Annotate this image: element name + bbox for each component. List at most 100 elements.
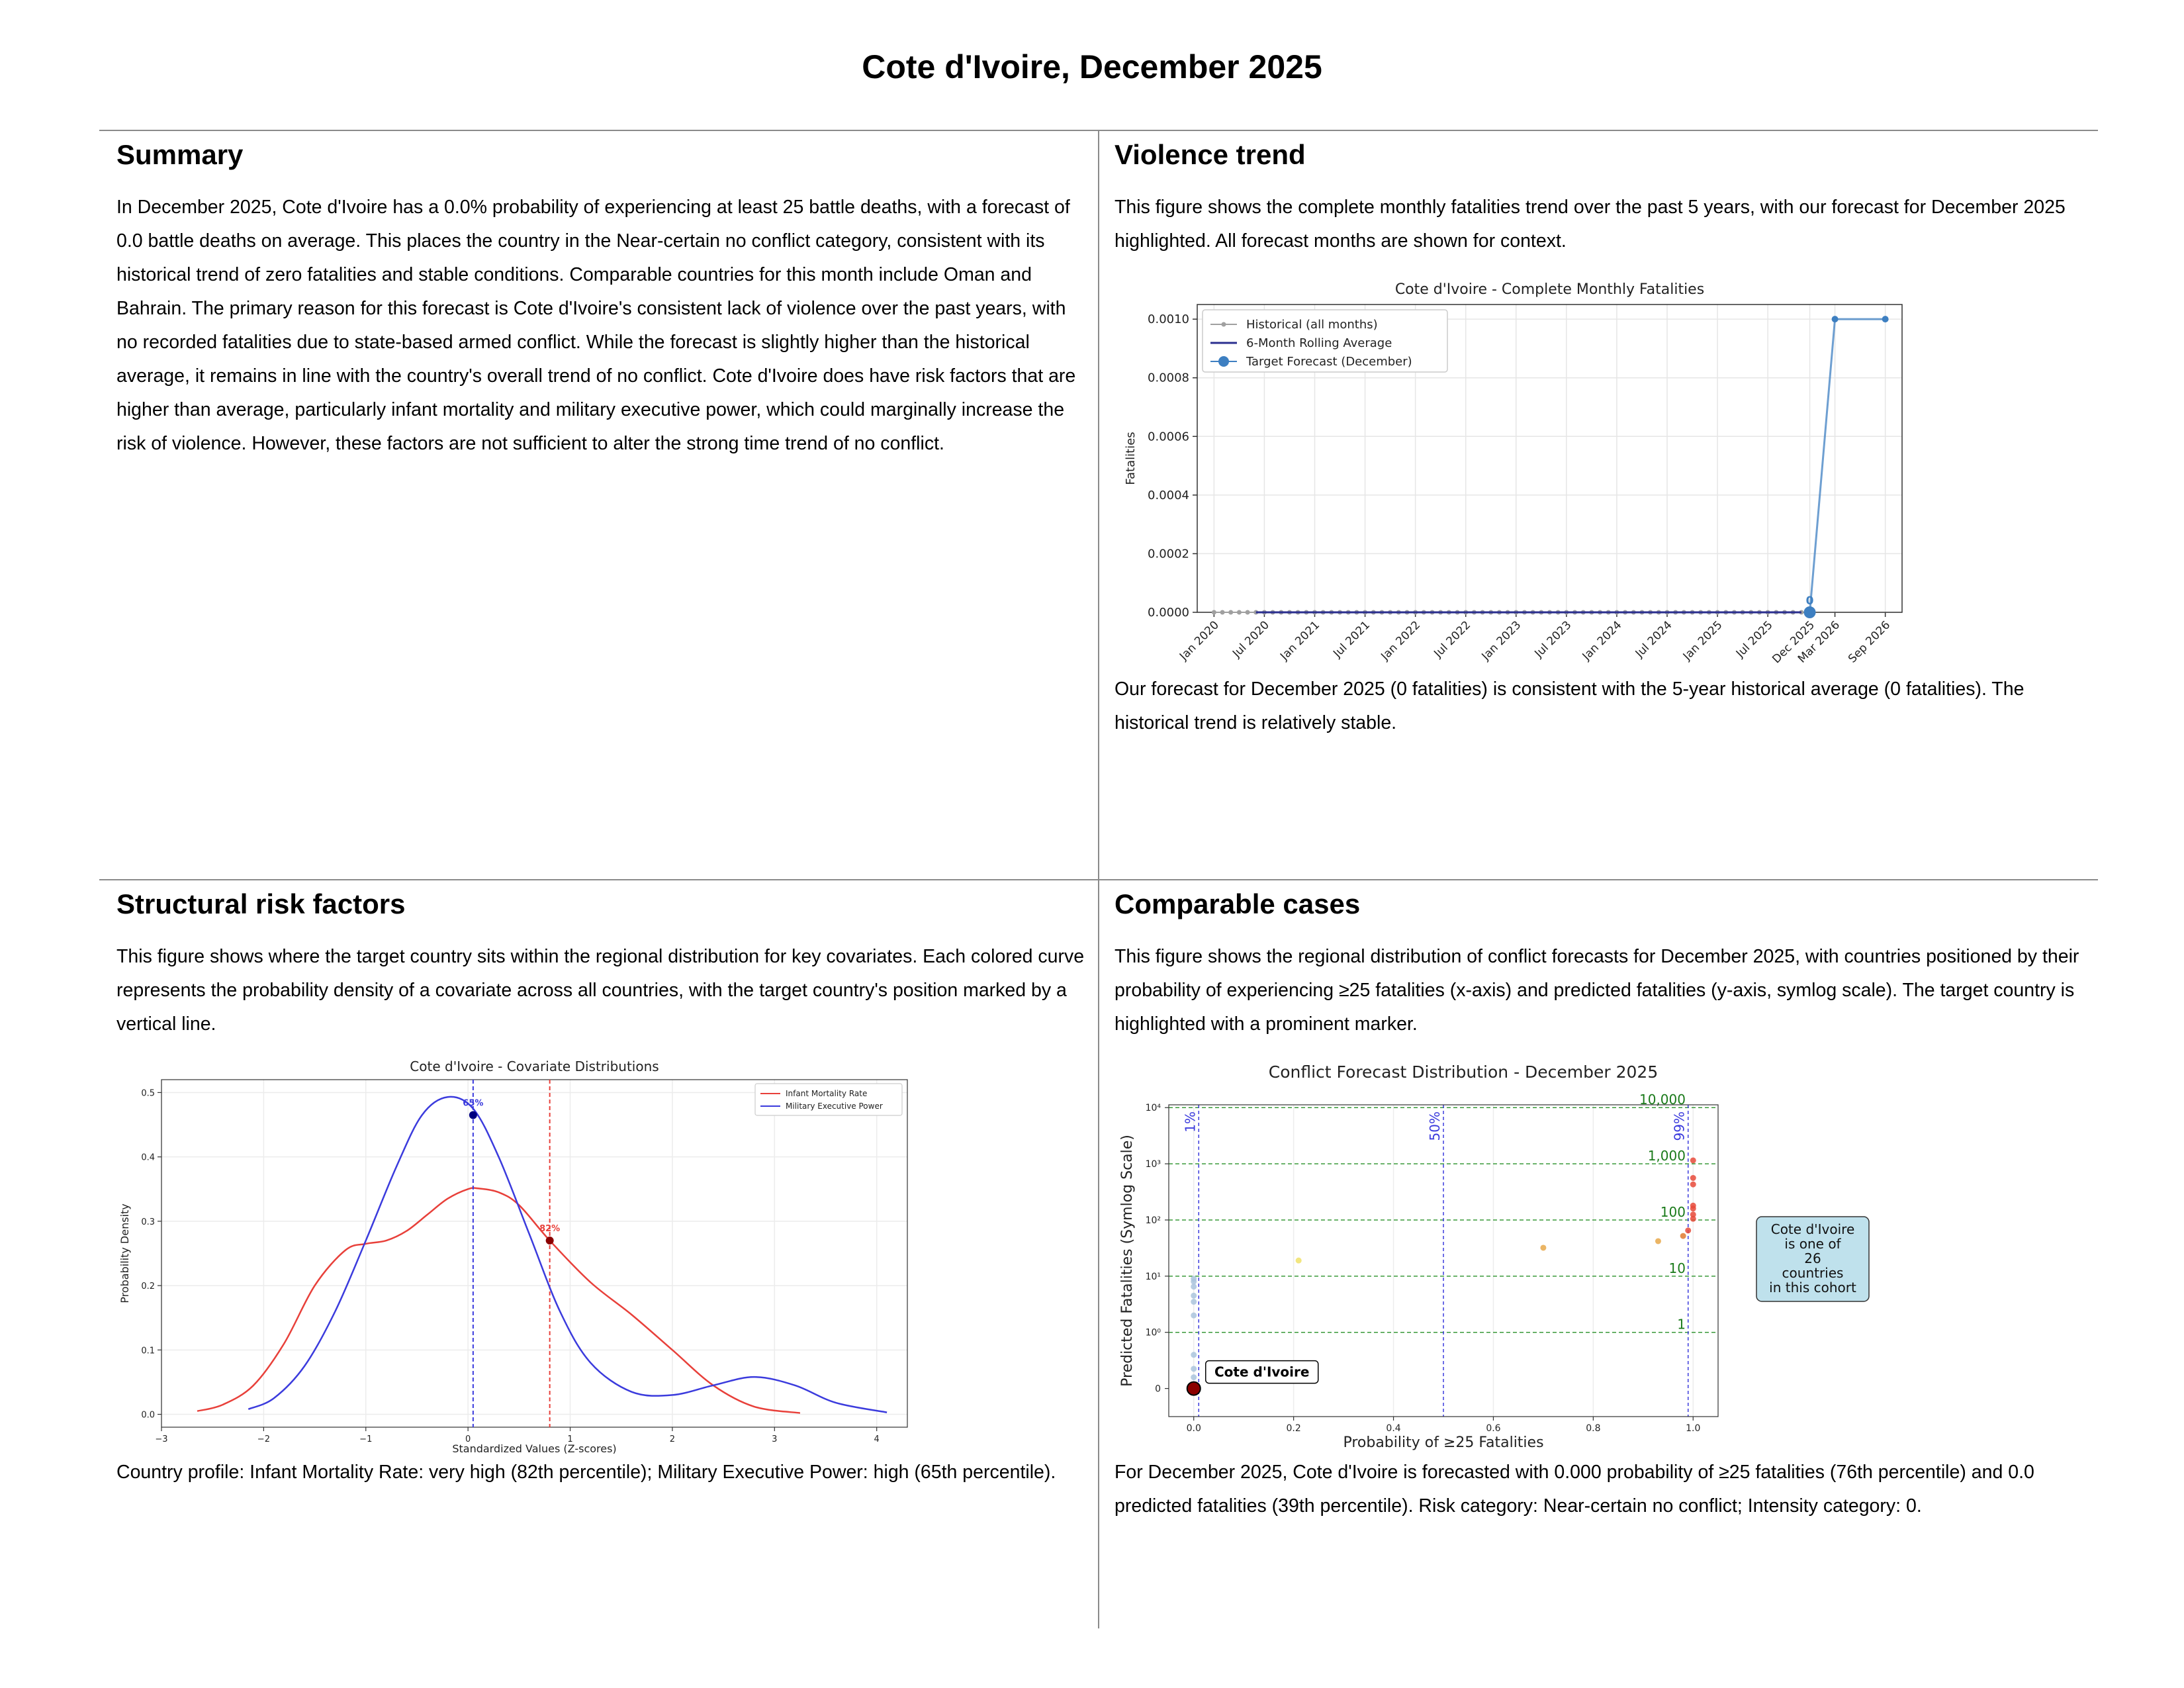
x-tick-label: 4 (874, 1434, 880, 1444)
x-tick-label: 3 (772, 1434, 777, 1444)
x-tick-label: −2 (257, 1434, 270, 1444)
legend-marker (1218, 356, 1229, 367)
violence-caption: Our forecast for December 2025 (0 fatali… (1115, 679, 2025, 733)
x-tick-label: Jan 2020 (1177, 618, 1222, 663)
threshold-label: 10,000 (1639, 1092, 1686, 1107)
x-tick-label: 0.0 (1187, 1423, 1201, 1434)
y-axis-label: Probability Density (118, 1203, 131, 1303)
country-point (1690, 1174, 1696, 1181)
legend-label: Target Forecast (December) (1246, 355, 1412, 369)
target-label-box (1205, 1360, 1319, 1384)
page-title: Cote d'Ivoire, December 2025 (862, 48, 1322, 85)
x-tick-label: Sep 2026 (1846, 618, 1893, 665)
covariate-density-chart: Cote d'Ivoire - Covariate Distributions −… (116, 1056, 931, 1455)
x-tick-label: 2 (670, 1434, 675, 1444)
x-tick-label: 0.6 (1486, 1423, 1500, 1434)
y-tick-label: 0.0008 (1148, 371, 1189, 385)
x-tick-label: 0.8 (1586, 1423, 1600, 1434)
x-tick-label: Jan 2025 (1680, 618, 1725, 663)
y-tick-label: 10¹ (1146, 1272, 1161, 1282)
chart-title: Cote d'Ivoire - Complete Monthly Fatalit… (1395, 281, 1704, 298)
x-tick-label: −3 (155, 1434, 167, 1444)
x-tick-label: Jan 2024 (1580, 618, 1625, 663)
x-axis-label: Probability of ≥25 Fatalities (1343, 1434, 1543, 1451)
fatalities-line-chart: Cote d'Ivoire - Complete Monthly Fatalit… (1115, 278, 1922, 669)
structural-panel: Structural risk factors This figure show… (116, 888, 1089, 1041)
legend-label: 6-Month Rolling Average (1246, 336, 1392, 350)
y-axis-label: Predicted Fatalities (Symlog Scale) (1119, 1135, 1136, 1387)
historical-point (1245, 610, 1250, 615)
legend-box (1202, 309, 1448, 373)
country-point (1191, 1312, 1197, 1319)
comparable-caption: For December 2025, Cote d'Ivoire is fore… (1115, 1462, 2034, 1517)
x-axis-label: Standardized Values (Z-scores) (452, 1442, 616, 1454)
y-tick-label: 0.0002 (1148, 547, 1189, 561)
x-tick-label: 0.2 (1287, 1423, 1301, 1434)
legend-label: Historical (all months) (1246, 318, 1378, 332)
percentile-label: 50% (1427, 1111, 1443, 1141)
x-tick-label: Jul 2022 (1431, 618, 1473, 661)
x-tick-label: 0.4 (1386, 1423, 1400, 1434)
y-tick-label: 0.1 (141, 1346, 155, 1356)
x-tick-label: Jul 2020 (1230, 618, 1272, 661)
forecast-annotation: 0 (1806, 594, 1814, 608)
historical-point (1220, 610, 1225, 615)
legend-marker (1221, 322, 1226, 327)
x-tick-label: Jul 2024 (1633, 618, 1675, 661)
y-tick-label: 10⁴ (1146, 1103, 1161, 1113)
country-point (1191, 1366, 1197, 1372)
covariate-chart-svg: Cote d'Ivoire - Covariate Distributions −… (118, 1058, 908, 1455)
country-point (1690, 1181, 1696, 1188)
cohort-note-line: is one of (1784, 1236, 1841, 1252)
y-tick-label: 10⁰ (1146, 1328, 1161, 1338)
percentile-label: 1% (1182, 1111, 1198, 1133)
summary-panel: Summary In December 2025, Cote d'Ivoire … (116, 139, 1089, 461)
threshold-label: 1 (1677, 1317, 1686, 1333)
country-point (1655, 1238, 1661, 1244)
scatter-chart-svg: Conflict Forecast Distribution - Decembe… (1119, 1062, 1870, 1451)
y-axis-label: Fatalities (1124, 432, 1138, 485)
percentile-label: 65% (463, 1098, 483, 1108)
threshold-label: 100 (1661, 1204, 1686, 1220)
target-country-point (1186, 1381, 1201, 1396)
y-tick-label: 10³ (1146, 1159, 1161, 1170)
target-label: Cote d'Ivoire (1214, 1364, 1309, 1380)
military-power-curve (248, 1096, 887, 1413)
y-tick-label: 0 (1155, 1384, 1161, 1395)
country-point (1690, 1215, 1696, 1222)
country-point (1191, 1374, 1197, 1381)
violence-panel: Violence trend This figure shows the com… (1115, 139, 2087, 258)
country-point (1191, 1284, 1197, 1290)
violence-heading: Violence trend (1115, 139, 1306, 170)
structural-caption: Country profile: Infant Mortality Rate: … (116, 1462, 1056, 1483)
x-tick-label: Jul 2025 (1733, 618, 1776, 661)
threshold-label: 10 (1669, 1260, 1686, 1276)
x-tick-label: Jan 2022 (1378, 618, 1423, 663)
target-position-marker (545, 1237, 554, 1245)
country-point (1295, 1257, 1302, 1264)
comparable-caption-block: For December 2025, Cote d'Ivoire is fore… (1115, 1456, 2087, 1523)
forecast-point (1882, 316, 1889, 323)
country-point (1690, 1202, 1696, 1209)
divider-vertical (1098, 130, 1099, 1628)
country-point (1680, 1233, 1686, 1239)
percentile-label: 82% (539, 1224, 560, 1234)
comparable-intro: This figure shows the regional distribut… (1115, 946, 2079, 1035)
structural-intro: This figure shows where the target count… (116, 946, 1085, 1035)
cohort-note-box (1756, 1216, 1870, 1302)
threshold-label: 1,000 (1648, 1148, 1686, 1164)
country-point (1690, 1157, 1696, 1164)
country-point (1540, 1244, 1547, 1251)
x-tick-label: −1 (359, 1434, 372, 1444)
historical-point (1228, 610, 1234, 615)
y-tick-label: 0.0006 (1148, 430, 1189, 444)
country-point (1191, 1299, 1197, 1305)
y-tick-label: 0.5 (141, 1088, 155, 1098)
target-forecast-point (1803, 606, 1816, 618)
country-point (1685, 1227, 1692, 1234)
x-tick-label: 1 (567, 1434, 572, 1444)
x-tick-label: Jul 2021 (1330, 618, 1373, 661)
country-point (1191, 1352, 1197, 1358)
fatalities-chart-svg: Cote d'Ivoire - Complete Monthly Fatalit… (1124, 281, 1903, 666)
forecast-scatter-chart: Conflict Forecast Distribution - Decembe… (1115, 1056, 1895, 1454)
